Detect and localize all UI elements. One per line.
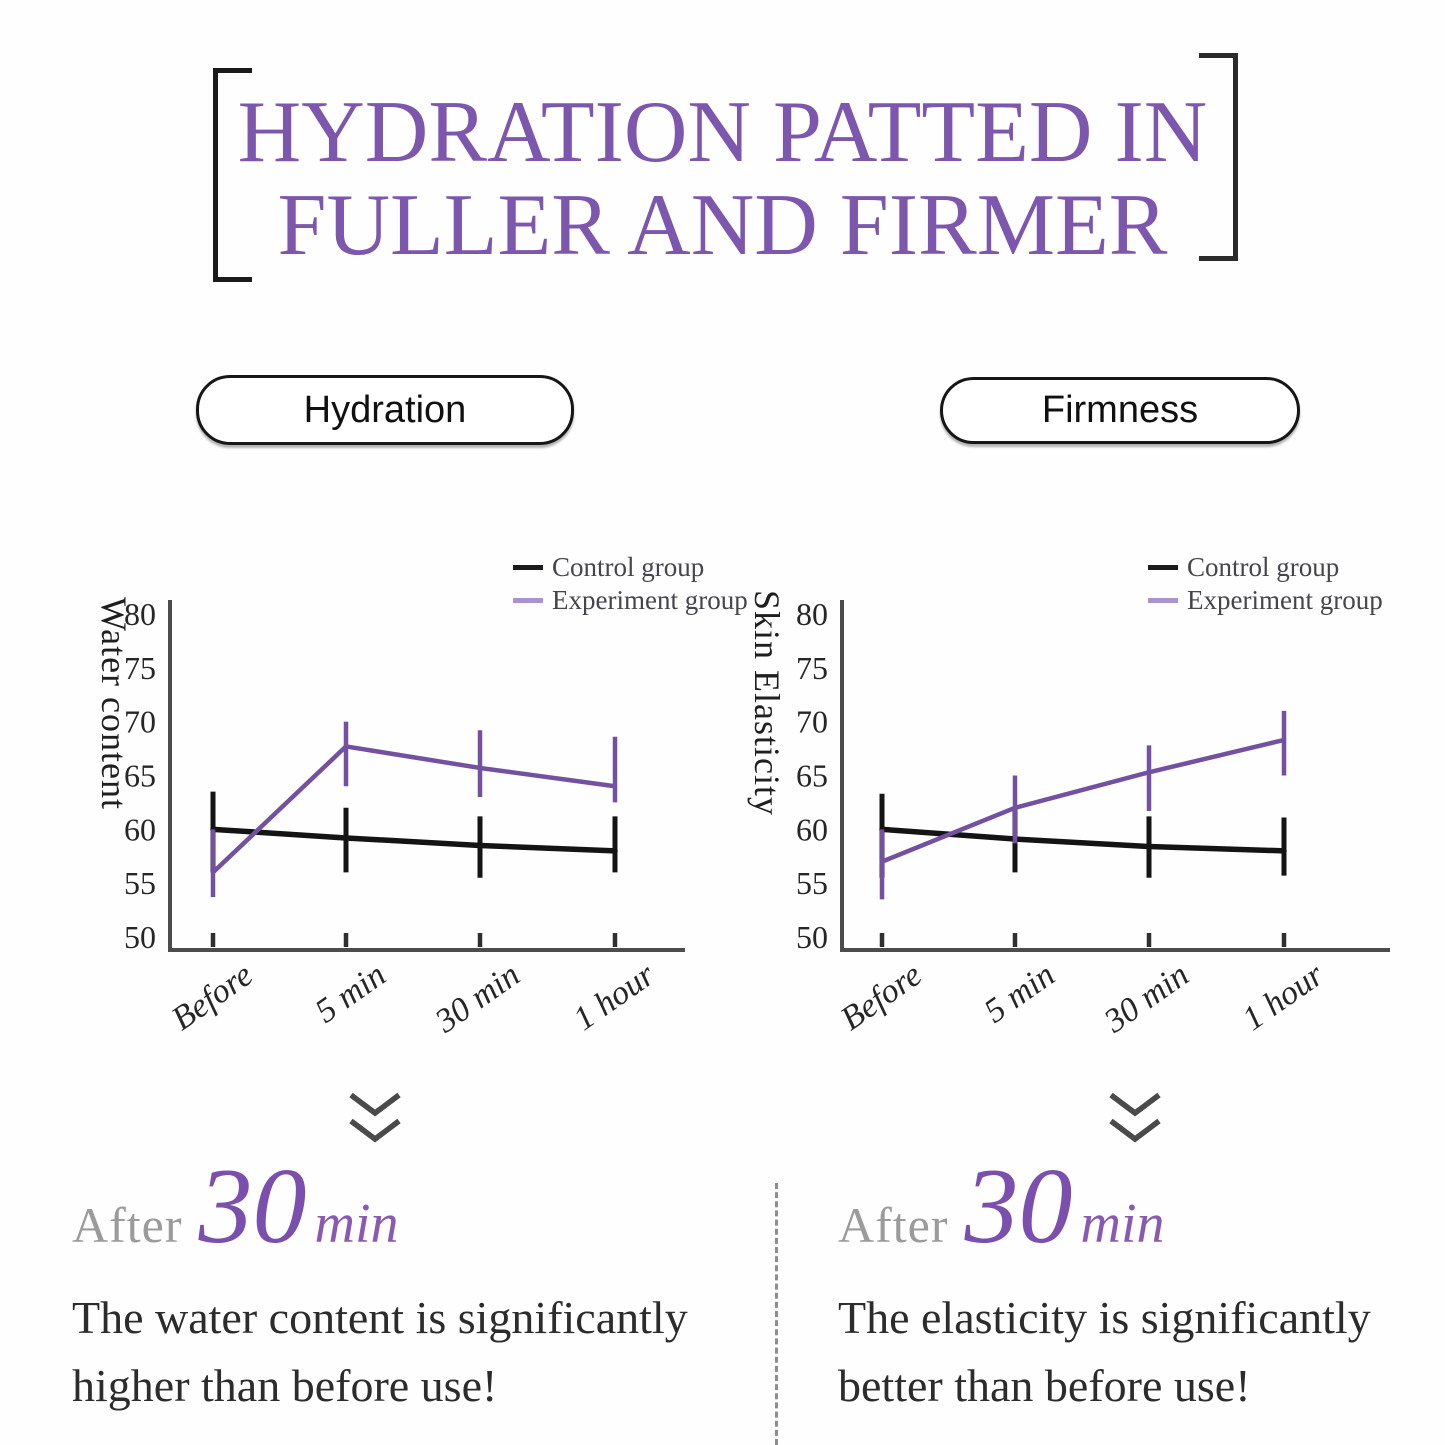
svg-text:60: 60 (124, 811, 156, 847)
svg-text:1 hour: 1 hour (1236, 956, 1331, 1038)
svg-text:50: 50 (796, 919, 828, 955)
experiment-legend-label: Experiment group (552, 584, 748, 615)
result-text-line2: better than before use! (838, 1360, 1251, 1412)
experiment-line-swatch (1148, 598, 1178, 604)
svg-text:1 hour: 1 hour (567, 956, 662, 1038)
svg-text:30 min: 30 min (428, 956, 527, 1041)
svg-text:5 min: 5 min (978, 956, 1062, 1030)
svg-text:60: 60 (796, 811, 828, 847)
after-unit: min (1080, 1193, 1165, 1255)
hydration-result-text: The water content is significantly highe… (72, 1284, 762, 1420)
legend-row-experiment: Experiment group (1148, 584, 1383, 616)
svg-text:5 min: 5 min (309, 956, 393, 1030)
after-30-min-headline: After 30 min (838, 1147, 1445, 1266)
legend-row-control: Control group (513, 552, 748, 583)
page-title-line2: FULLER AND FIRMER (277, 177, 1168, 275)
result-text-line1: The elasticity is significantly (838, 1292, 1371, 1343)
after-30-min-headline: After 30 min (72, 1147, 762, 1266)
svg-text:Water content: Water content (94, 597, 134, 810)
svg-text:65: 65 (124, 757, 156, 793)
svg-text:80: 80 (796, 596, 828, 632)
svg-text:70: 70 (124, 704, 156, 740)
hydration-badge-label: Hydration (303, 388, 467, 431)
after-number: 30 (964, 1147, 1073, 1266)
page-title: HYDRATION PATTED IN FULLER AND FIRMER (0, 86, 1445, 273)
page-title-line1: HYDRATION PATTED IN (237, 84, 1208, 181)
svg-text:55: 55 (124, 865, 156, 901)
svg-text:Before: Before (834, 956, 928, 1038)
hydration-badge: Hydration (196, 375, 574, 445)
left-bracket-decoration (213, 68, 252, 282)
hydration-chart-legend: Control group Experiment group (513, 552, 748, 616)
svg-text:55: 55 (796, 865, 828, 901)
svg-text:65: 65 (796, 757, 828, 793)
svg-text:50: 50 (124, 919, 156, 955)
vertical-dashed-divider (775, 1183, 778, 1445)
svg-text:Skin Elasticity: Skin Elasticity (747, 590, 787, 816)
after-word: After (72, 1197, 183, 1253)
legend-row-experiment: Experiment group (513, 584, 748, 616)
result-text-line2: higher than before use! (72, 1360, 498, 1412)
control-legend-label: Control group (552, 552, 705, 582)
firmness-badge-label: Firmness (1041, 389, 1199, 431)
control-line-swatch (513, 565, 543, 571)
double-chevron-down-icon (1109, 1092, 1161, 1143)
right-bracket-decoration (1199, 53, 1238, 261)
after-number: 30 (198, 1147, 307, 1266)
svg-text:75: 75 (124, 650, 156, 686)
firmness-chart-legend: Control group Experiment group (1148, 552, 1383, 616)
experiment-legend-label: Experiment group (1187, 584, 1383, 615)
hydration-chart: 50 55 60 65 70 75 80 Before 5 min 30 min 1 hour Wat… (94, 596, 685, 1041)
svg-text:75: 75 (796, 650, 828, 686)
svg-text:Before: Before (165, 956, 259, 1038)
double-chevron-down-icon (349, 1092, 401, 1143)
svg-text:80: 80 (124, 596, 156, 632)
firmness-result-text: The elasticity is significantly better t… (838, 1284, 1445, 1420)
after-word: After (838, 1197, 949, 1253)
svg-text:70: 70 (796, 704, 828, 740)
firmness-chart: 50 55 60 65 70 75 80 Before 5 min 30 min 1 hour Ski… (747, 590, 1390, 1041)
after-unit: min (314, 1193, 399, 1255)
control-line-swatch (1148, 565, 1178, 571)
legend-row-control: Control group (1148, 552, 1383, 583)
firmness-badge: Firmness (940, 377, 1300, 444)
result-text-line1: The water content is significantly (72, 1292, 688, 1343)
experiment-line-swatch (513, 598, 543, 604)
hydration-result-block: After 30 min The water content is signif… (72, 1147, 762, 1420)
control-legend-label: Control group (1187, 552, 1340, 582)
svg-text:30 min: 30 min (1097, 956, 1196, 1041)
firmness-result-block: After 30 min The elasticity is significa… (838, 1147, 1445, 1420)
